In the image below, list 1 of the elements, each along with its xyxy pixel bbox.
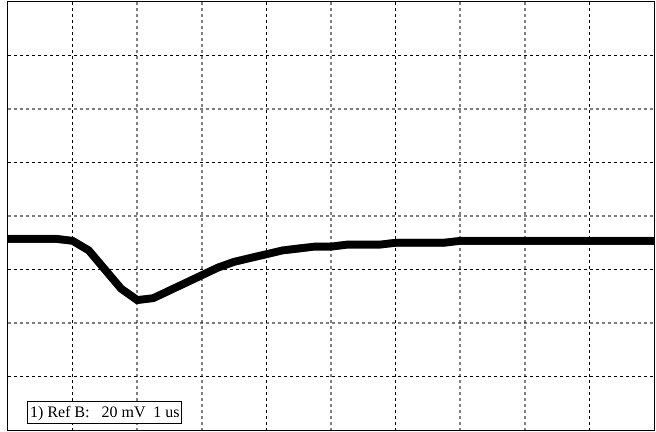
annotation: 1) Ref B: 20 mV 1 us xyxy=(30,404,180,421)
